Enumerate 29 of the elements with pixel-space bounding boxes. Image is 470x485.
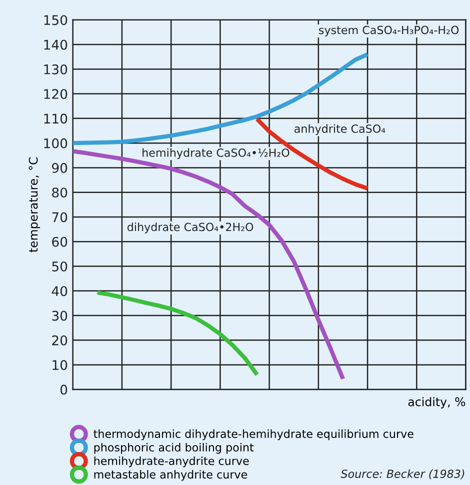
y-tick-label: 30 [52,310,68,321]
y-tick-label: 0 [60,384,68,395]
legend-label: metastable anhydrite curve [94,470,248,481]
annotation: anhydrite CaSO₄ [294,124,386,136]
y-tick-label: 100 [44,138,68,148]
y-tick-label: 10 [52,360,68,370]
source-note: Source: Becker (1983) [340,469,464,480]
annotation: system CaSO₄-H₃PO₄-H₂O [319,26,459,36]
y-tick-label: 90 [52,162,68,173]
y-tick-label: 50 [52,261,68,272]
y-tick-label: 120 [44,89,68,99]
y-tick-label: 150 [44,15,68,26]
y-axis-title: temperature, °C [28,157,40,252]
x-axis-title: acidity, % [408,397,466,409]
y-tick-label: 40 [52,286,68,296]
y-tick-label: 140 [44,40,68,50]
y-tick-label: 20 [52,335,68,346]
y-tick-label: 70 [52,212,68,222]
y-tick-label: 110 [44,114,68,124]
line-series [95,290,260,377]
annotation: hemihydrate CaSO₄•½H₂O [142,148,290,160]
y-tick-label: 60 [52,236,68,247]
annotation: dihydrate CaSO₄•2H₂O [127,222,254,234]
legend-label: thermodynamic dihydrate-hemihydrate equilibrium curve [94,429,414,440]
legend-label: hemihydrate-anydrite curve [94,456,249,468]
legend-label: phosphoric acid boiling point [94,442,254,454]
y-tick-label: 130 [44,64,68,74]
y-tick-label: 80 [52,188,68,198]
line-series [72,149,346,381]
